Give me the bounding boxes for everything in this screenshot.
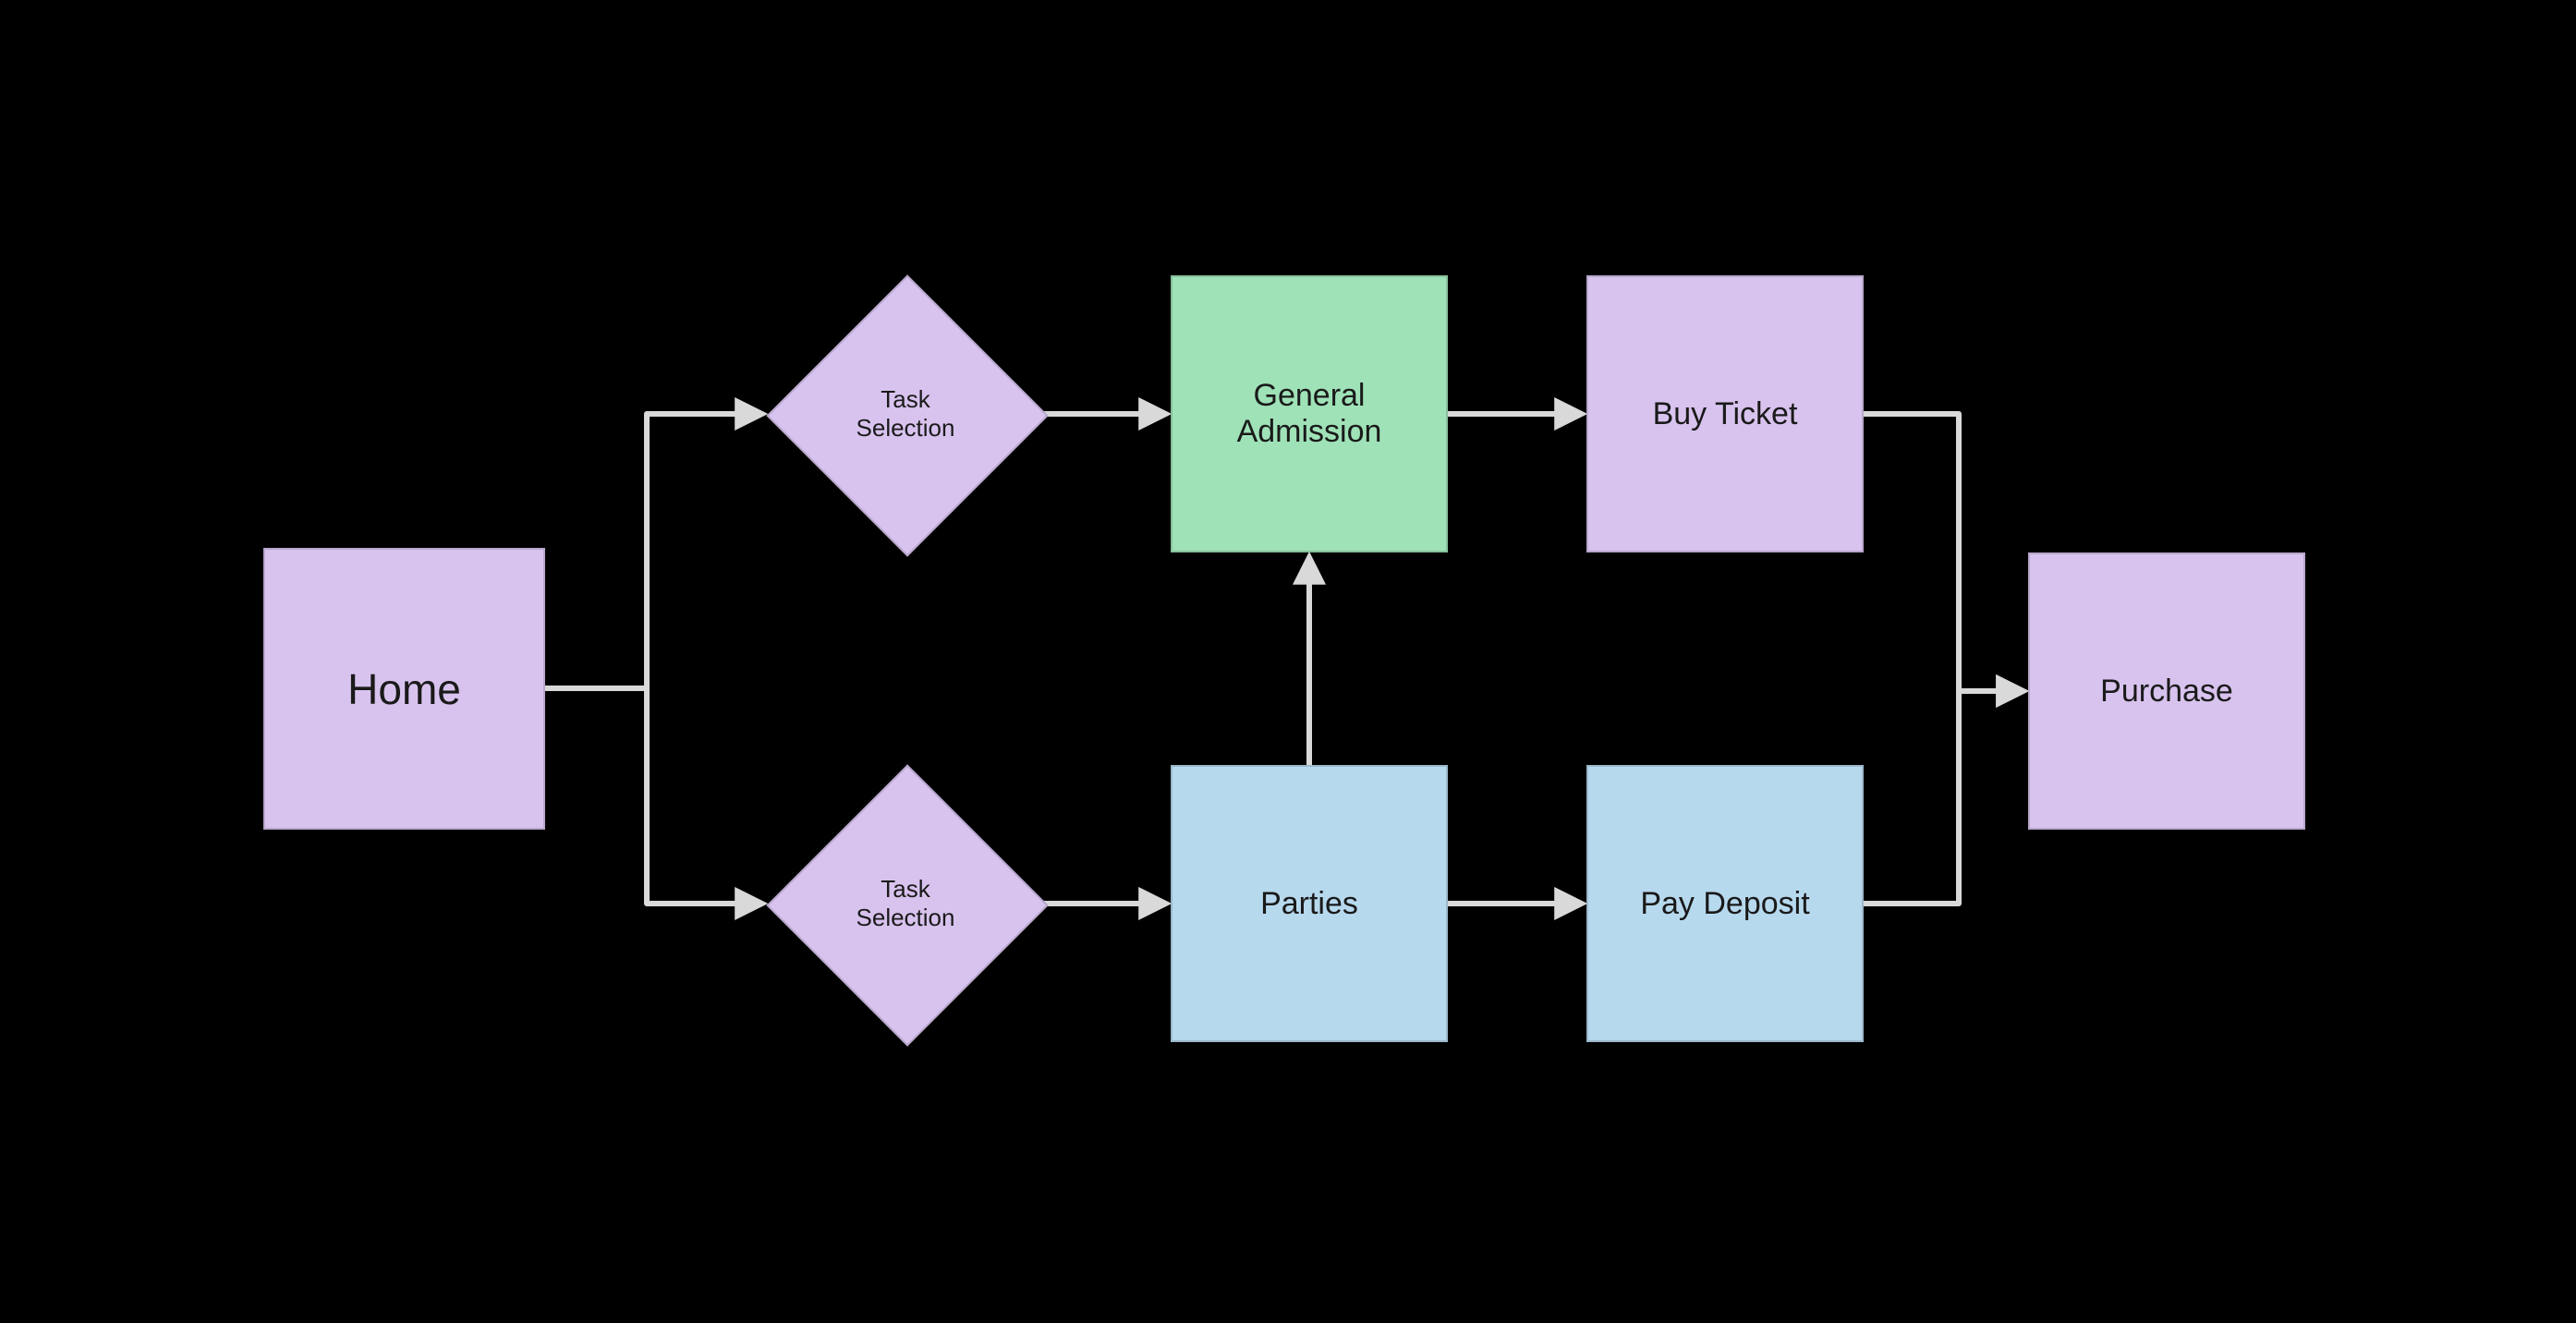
node-home-label: Home: [347, 664, 461, 714]
node-general-admission: General Admission: [1171, 275, 1448, 552]
flowchart-canvas: Home Task Selection Task Selection Gener…: [0, 0, 2576, 1323]
node-task-bottom-label: Task Selection: [857, 875, 955, 932]
node-pay-deposit: Pay Deposit: [1586, 765, 1864, 1042]
node-ga-label: General Admission: [1237, 378, 1382, 450]
node-pay-label: Pay Deposit: [1640, 886, 1809, 922]
node-parties-label: Parties: [1260, 886, 1358, 922]
edge-pay-to-purchase: [1864, 691, 2023, 904]
node-home: Home: [263, 548, 545, 830]
node-parties: Parties: [1171, 765, 1448, 1042]
node-purchase: Purchase: [2028, 552, 2305, 830]
edge-home-to-task-bottom: [545, 688, 761, 904]
node-task-selection-top: Task Selection: [767, 275, 1044, 552]
edge-buy-to-purchase: [1864, 414, 2023, 691]
node-task-top-label: Task Selection: [857, 385, 955, 443]
node-buy-label: Buy Ticket: [1653, 396, 1798, 432]
node-buy-ticket: Buy Ticket: [1586, 275, 1864, 552]
edge-home-to-task-top: [545, 414, 761, 688]
node-task-selection-bottom: Task Selection: [767, 765, 1044, 1042]
node-purchase-label: Purchase: [2100, 674, 2233, 710]
